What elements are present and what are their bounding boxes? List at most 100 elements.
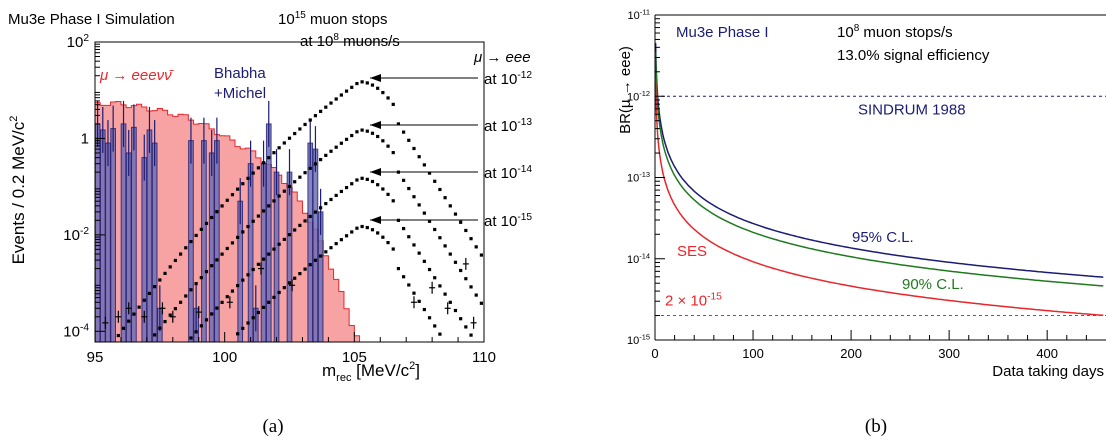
signal-point xyxy=(199,324,203,328)
y-tick-label-a: 10-4 xyxy=(63,322,89,340)
signal-point xyxy=(412,146,416,151)
signal-point xyxy=(251,219,255,223)
signal-point xyxy=(246,273,250,277)
signal-point xyxy=(402,275,406,279)
signal-point xyxy=(417,251,421,255)
signal-point xyxy=(381,90,385,95)
signal-point xyxy=(422,259,426,263)
signal-point xyxy=(127,319,131,323)
signal-point xyxy=(168,265,172,269)
signal-point xyxy=(189,239,193,244)
signal-point xyxy=(433,179,437,183)
signal-point xyxy=(210,312,214,316)
x-axis-label-b: Data taking days xyxy=(992,363,1104,380)
signal-point xyxy=(313,210,318,214)
bhabha-bar xyxy=(307,142,314,342)
signal-point xyxy=(168,313,172,317)
arrow-head xyxy=(370,168,381,176)
signal-point xyxy=(433,324,437,328)
signal-point xyxy=(391,199,395,203)
signal-point xyxy=(267,204,271,208)
signal-point xyxy=(282,189,286,193)
signal-point xyxy=(360,80,364,84)
signal-point xyxy=(412,195,416,199)
signal-point xyxy=(163,271,167,275)
signal-point xyxy=(293,228,297,232)
signal-point xyxy=(427,171,432,175)
signal-point xyxy=(287,233,292,237)
signal-point xyxy=(194,282,198,286)
signal-point xyxy=(344,234,349,238)
info-line-1: 1015 muon stops xyxy=(278,10,388,28)
bhabha-bar xyxy=(131,126,137,342)
signal-point xyxy=(173,307,177,311)
signal-point xyxy=(391,247,395,251)
signal-point xyxy=(376,86,380,90)
signal-point xyxy=(319,109,323,113)
signal-point xyxy=(137,305,141,309)
signal-point xyxy=(386,192,390,196)
signal-point xyxy=(469,237,473,241)
signal-point xyxy=(329,246,333,250)
efficiency-label: 13.0% signal efficiency xyxy=(837,47,990,64)
signal-point xyxy=(448,204,452,208)
signal-arrow-label: at 10-13 xyxy=(484,117,532,135)
signal-point xyxy=(396,122,401,126)
signal-point xyxy=(443,244,447,248)
y-tick-label-b: 10-11 xyxy=(628,8,651,22)
signal-point xyxy=(350,230,354,234)
signal-point xyxy=(241,278,245,282)
signal-point xyxy=(344,89,349,93)
signal-point xyxy=(215,306,219,310)
y-tick-label-a: 1 xyxy=(81,130,89,147)
background-label: μ → eeeνν̄ xyxy=(99,67,175,84)
signal-point xyxy=(298,127,302,131)
signal-point xyxy=(339,93,343,97)
signal-point xyxy=(443,196,447,200)
signal-point xyxy=(479,301,484,305)
signal-point xyxy=(204,318,209,322)
series-label: SES xyxy=(677,243,707,260)
signal-point xyxy=(251,267,255,272)
signal-point xyxy=(230,289,235,293)
signal-point xyxy=(479,253,484,257)
signal-point xyxy=(282,237,286,242)
signal-point xyxy=(464,277,468,281)
x-tick-label-b: 400 xyxy=(1036,346,1058,361)
signal-point xyxy=(277,194,281,198)
signal-point xyxy=(293,131,297,136)
signal-point xyxy=(220,300,224,304)
signal-point xyxy=(391,150,395,155)
signal-point xyxy=(474,245,478,249)
signal-point xyxy=(173,258,177,263)
signal-point xyxy=(121,326,126,330)
signal-point xyxy=(313,258,318,262)
signal-point xyxy=(355,178,359,182)
signal-point xyxy=(350,182,354,186)
signal-point xyxy=(142,298,146,302)
signal-point xyxy=(116,333,120,338)
signal-point xyxy=(184,246,188,250)
signal-point xyxy=(402,226,406,231)
signal-point xyxy=(370,131,375,135)
signal-point xyxy=(386,144,390,148)
experiment-label: Mu3e Phase I xyxy=(676,24,769,41)
signal-point xyxy=(381,187,385,191)
signal-point xyxy=(355,130,359,134)
signal-point xyxy=(334,242,338,246)
series-label: 95% C.L. xyxy=(852,229,914,246)
signal-point xyxy=(464,325,468,329)
info-line-2: at 108 muons/s xyxy=(300,32,400,50)
signal-point xyxy=(402,178,406,182)
signal-point xyxy=(334,193,338,198)
signal-point xyxy=(230,241,235,245)
signal-point xyxy=(241,182,245,186)
arrow-head xyxy=(370,74,381,82)
signal-point xyxy=(422,307,426,312)
x-tick-label-a: 105 xyxy=(342,349,367,366)
signal-point xyxy=(324,105,328,109)
signal-point xyxy=(422,163,426,167)
plot-frame-a xyxy=(94,41,485,343)
signal-point xyxy=(417,203,421,207)
signal-point xyxy=(438,236,442,240)
